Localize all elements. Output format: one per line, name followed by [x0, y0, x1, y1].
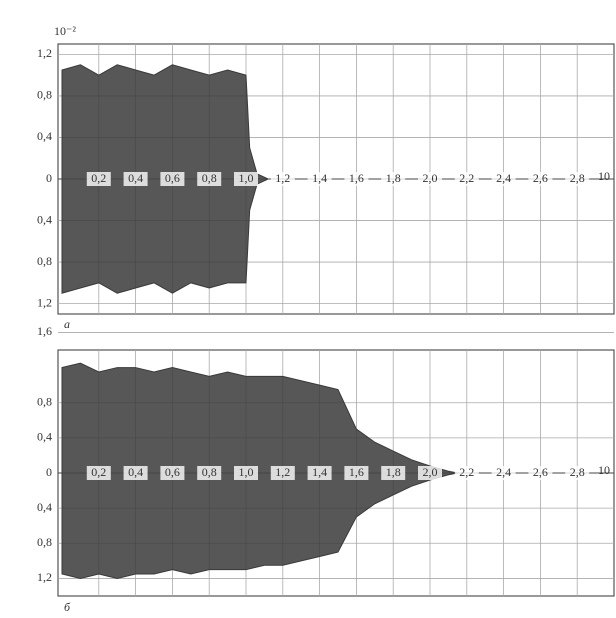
x-tick-label: 2,4: [496, 171, 511, 185]
envelope-area: [62, 179, 268, 293]
x-tick-label: 2,8: [570, 465, 585, 479]
x-unit-label: 10: [598, 169, 610, 183]
panel-label: а: [64, 317, 70, 331]
panel-label: б: [64, 600, 71, 614]
y-tick-label: 0,8: [37, 88, 52, 102]
x-tick-label: 2,0: [423, 465, 438, 479]
y-tick-label: 0,8: [37, 254, 52, 268]
x-tick-label: 0,8: [202, 465, 217, 479]
x-tick-label: 2,4: [496, 465, 511, 479]
x-tick-label: 1,6: [349, 171, 364, 185]
x-tick-label: 0,4: [128, 465, 143, 479]
x-tick-label: 0,8: [202, 171, 217, 185]
x-unit-label: 10: [598, 463, 610, 477]
y-tick-label: 0,8: [37, 394, 52, 408]
x-tick-label: 0,2: [91, 171, 106, 185]
x-tick-label: 2,6: [533, 171, 548, 185]
envelope-area: [62, 65, 268, 179]
x-tick-label: 2,2: [459, 171, 474, 185]
y-scale-label: 10⁻²: [54, 24, 76, 38]
y-tick-label: 1,6: [37, 324, 52, 338]
x-tick-label: 0,2: [91, 465, 106, 479]
envelope-area: [62, 363, 458, 473]
x-tick-label: 1,6: [349, 465, 364, 479]
x-tick-label: 1,4: [312, 465, 327, 479]
x-tick-label: 1,8: [386, 465, 401, 479]
y-tick-label: 1,2: [37, 46, 52, 60]
y-tick-label: 0: [46, 171, 52, 185]
x-tick-label: 0,4: [128, 171, 143, 185]
x-tick-label: 2,8: [570, 171, 585, 185]
x-tick-label: 0,6: [165, 465, 180, 479]
x-tick-label: 1,2: [275, 465, 290, 479]
x-tick-label: 1,4: [312, 171, 327, 185]
y-tick-label: 1,2: [37, 295, 52, 309]
y-tick-label: 0: [46, 465, 52, 479]
x-tick-label: 1,8: [386, 171, 401, 185]
x-tick-label: 2,6: [533, 465, 548, 479]
x-tick-label: 1,0: [239, 465, 254, 479]
y-tick-label: 0,8: [37, 535, 52, 549]
chart: 1,2 0,8 0,4 0 0,4 0,8 1,2 0,2 0,4 0,6 0,8 1,0 1,2 1,4…: [0, 0, 616, 618]
y-tick-label: 1,2: [37, 570, 52, 584]
x-tick-label: 2,0: [423, 171, 438, 185]
y-tick-label: 0,4: [37, 212, 52, 226]
x-tick-label: 2,2: [459, 465, 474, 479]
x-tick-label: 1,2: [275, 171, 290, 185]
envelope-area: [62, 473, 458, 578]
y-tick-label: 0,4: [37, 129, 52, 143]
y-tick-label: 0,4: [37, 500, 52, 514]
y-tick-label: 0,4: [37, 430, 52, 444]
x-tick-label: 0,6: [165, 171, 180, 185]
x-tick-label: 1,0: [239, 171, 254, 185]
